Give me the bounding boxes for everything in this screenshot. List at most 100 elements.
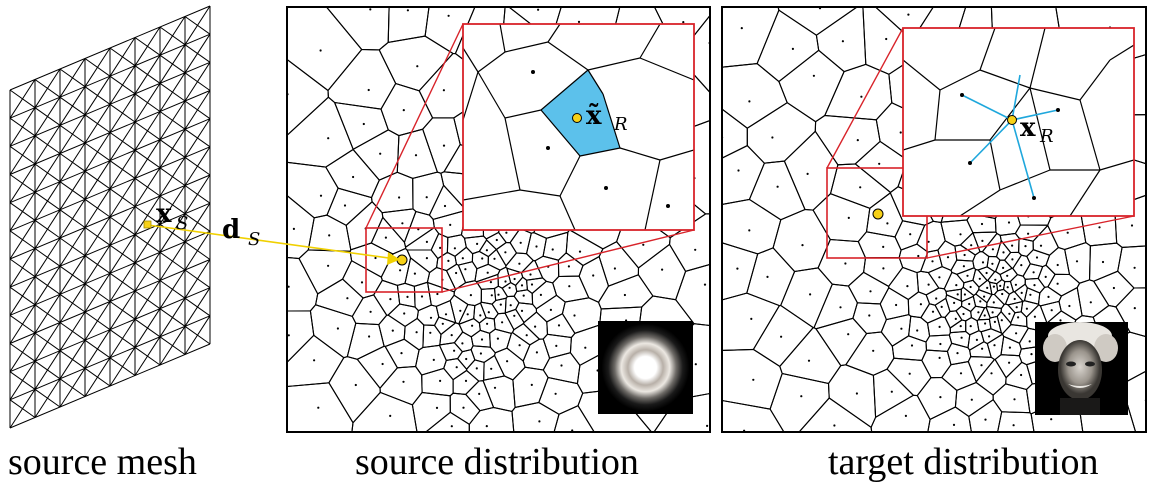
mesh-edge — [9, 389, 36, 429]
voronoi-site — [369, 310, 372, 313]
voronoi-site — [910, 344, 914, 347]
voronoi-site — [1098, 226, 1101, 229]
mesh-edge — [84, 104, 111, 144]
voronoi-site — [499, 303, 502, 306]
voronoi-site — [960, 93, 964, 97]
voronoi-site — [882, 245, 885, 248]
mesh-edge — [34, 350, 61, 390]
voronoi-cell — [722, 7, 780, 68]
voronoi-site — [495, 238, 498, 242]
voronoi-edge — [587, 57, 641, 71]
voronoi-site — [346, 297, 349, 300]
voronoi-cell — [561, 297, 602, 334]
voronoi-cell — [1045, 246, 1071, 276]
voronoi-cell — [1022, 263, 1044, 280]
voronoi-site — [479, 314, 482, 317]
voronoi-site — [1012, 424, 1015, 427]
mesh-edge — [59, 114, 86, 154]
voronoi-site — [981, 261, 985, 264]
voronoi-site — [960, 336, 963, 339]
mesh-edge — [9, 276, 36, 316]
voronoi-site — [1101, 260, 1105, 264]
voronoi-site — [389, 298, 392, 301]
voronoi-site — [1025, 307, 1028, 310]
voronoi-site — [508, 286, 511, 289]
voronoi-cell — [546, 312, 576, 339]
voronoi-site — [613, 267, 617, 270]
voronoi-cell — [287, 382, 354, 432]
voronoi-site — [752, 378, 755, 381]
voronoi-site — [1035, 256, 1039, 259]
voronoi-cell — [438, 342, 464, 362]
voronoi-cell — [493, 312, 515, 335]
mesh-edge — [109, 347, 136, 387]
voronoi-cell — [1000, 335, 1022, 357]
mesh-edge — [9, 248, 36, 288]
voronoi-site — [531, 70, 535, 74]
voronoi-site — [776, 185, 779, 188]
mesh-edge — [134, 223, 161, 264]
voronoi-site — [1000, 319, 1003, 322]
caption-source-distribution: source distribution — [355, 441, 639, 483]
zoom-connector — [826, 27, 904, 169]
voronoi-cell — [468, 406, 515, 432]
voronoi-site — [1112, 286, 1115, 290]
voronoi-site — [604, 186, 608, 190]
voronoi-site — [479, 352, 482, 355]
voronoi-edge — [903, 139, 936, 151]
zoom-connector — [926, 215, 1135, 259]
mesh-edge — [159, 157, 186, 197]
voronoi-site — [1011, 258, 1014, 261]
voronoi-site — [1015, 306, 1018, 309]
voronoi-edge — [1029, 87, 1081, 101]
voronoi-cell — [553, 404, 595, 432]
voronoi-site — [978, 277, 981, 280]
voronoi-site — [856, 139, 859, 142]
voronoi-site — [955, 284, 958, 287]
voronoi-site — [398, 196, 401, 199]
voronoi-site — [1013, 398, 1016, 401]
mesh-edge — [109, 178, 136, 218]
voronoi-site — [506, 360, 509, 363]
voronoi-site — [1024, 245, 1027, 248]
voronoi-site — [1066, 231, 1069, 234]
voronoi-edge — [463, 47, 479, 73]
voronoi-site — [403, 312, 406, 315]
voronoi-cell — [756, 9, 820, 83]
voronoi-site — [878, 162, 881, 165]
voronoi-cell — [453, 280, 482, 307]
voronoi-cell — [940, 219, 974, 247]
voronoi-cell — [925, 287, 948, 306]
voronoi-site — [1020, 291, 1023, 294]
voronoi-cell — [891, 335, 928, 361]
voronoi-cell — [865, 192, 904, 238]
voronoi-cell — [287, 161, 339, 219]
voronoi-edge — [540, 109, 581, 157]
voronoi-site — [354, 383, 357, 387]
voronoi-cell — [480, 287, 497, 305]
voronoi-edge — [959, 189, 1001, 216]
mesh-edge — [109, 262, 136, 302]
mesh-edge — [184, 259, 211, 299]
voronoi-site — [999, 284, 1002, 287]
voronoi-site — [379, 152, 382, 155]
mesh-edge — [134, 280, 161, 320]
mesh-edge — [34, 378, 61, 418]
voronoi-site — [1029, 293, 1032, 296]
voronoi-site — [443, 204, 447, 208]
mesh-edge — [34, 68, 61, 108]
xr-label: x — [1020, 113, 1036, 143]
voronoi-cell — [814, 114, 881, 166]
voronoi-edge — [463, 189, 521, 201]
voronoi-cell — [916, 220, 946, 253]
voronoi-site — [557, 324, 561, 327]
voronoi-site — [991, 262, 994, 265]
voronoi-site — [703, 283, 707, 286]
voronoi-site — [766, 275, 769, 278]
voronoi-cell — [422, 324, 442, 349]
voronoi-site — [953, 301, 956, 304]
mesh-edge — [134, 195, 161, 235]
voronoi-cell — [426, 266, 457, 293]
voronoi-site — [980, 222, 984, 226]
voronoi-site — [292, 227, 295, 230]
